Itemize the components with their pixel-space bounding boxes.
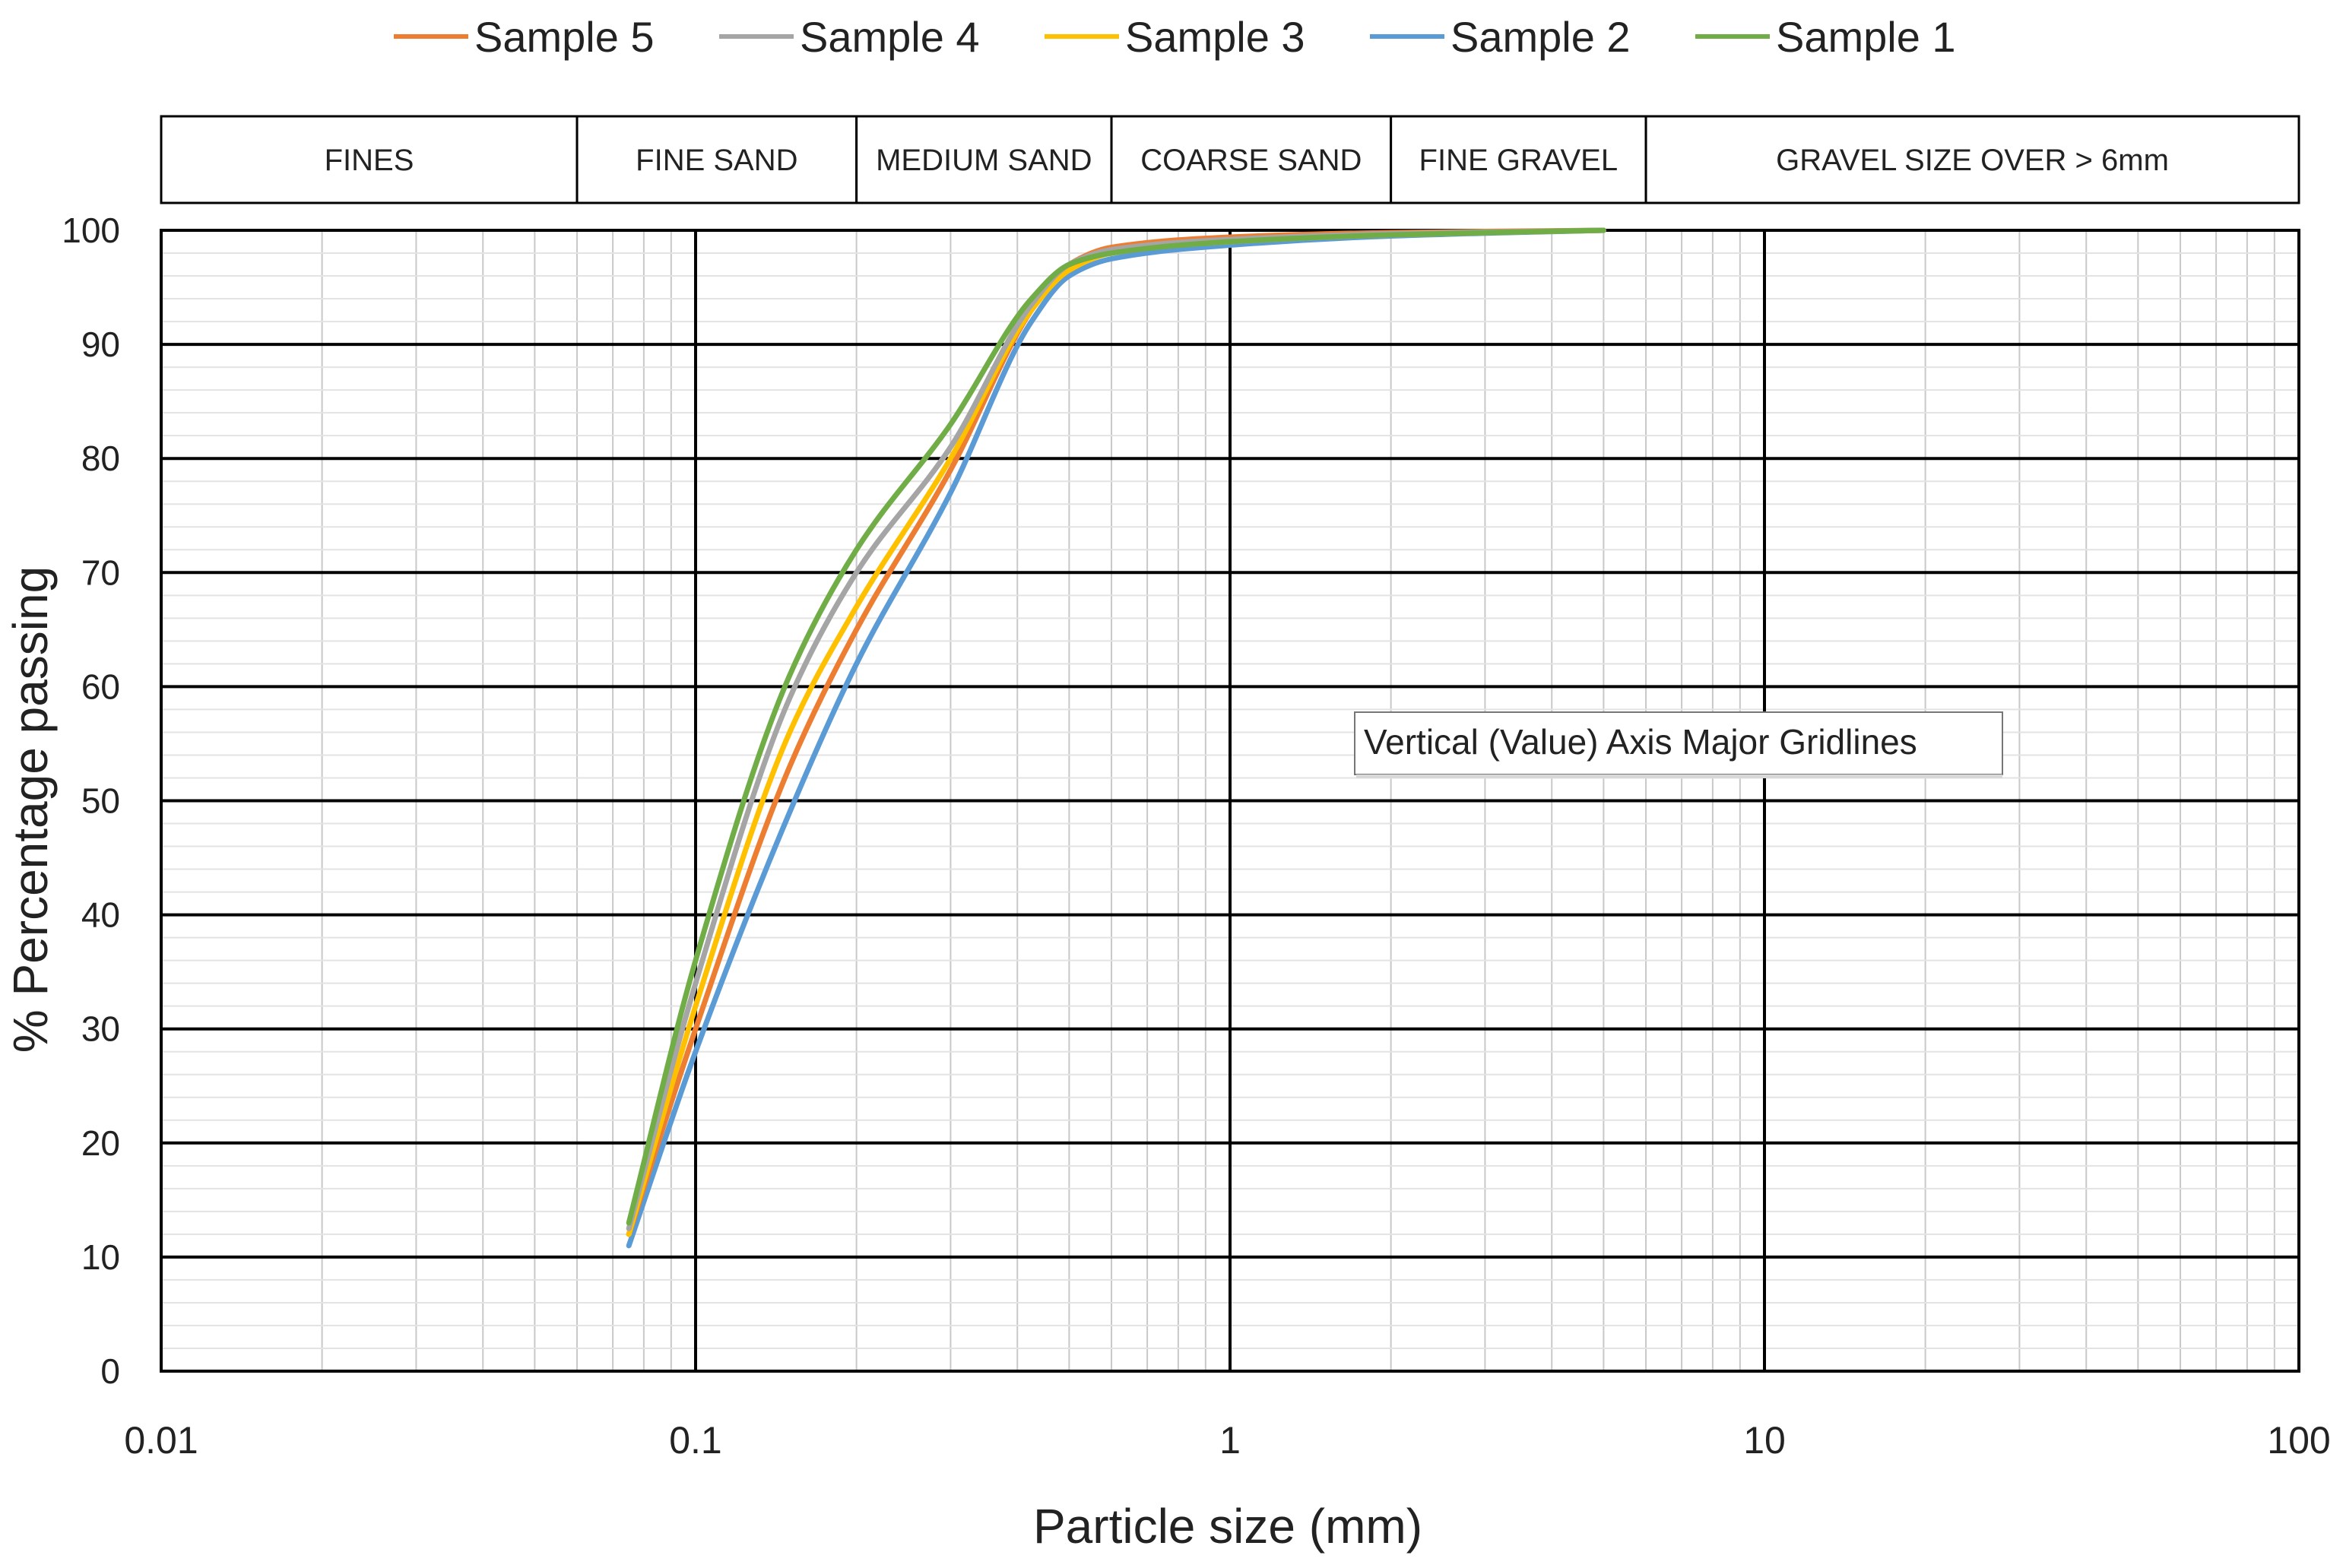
y-tick-label: 0 — [100, 1351, 120, 1391]
legend: Sample 5 Sample 4 Sample 3 Sample 2 Sample 1 — [394, 13, 1956, 61]
y-tick-label: 100 — [62, 211, 120, 250]
x-axis-label: Particle size (mm) — [1033, 1499, 1422, 1554]
y-tick-label: 20 — [81, 1123, 120, 1163]
y-tick-label: 90 — [81, 325, 120, 364]
tooltip-box — [1354, 711, 2003, 775]
legend-label: Sample 5 — [474, 13, 655, 61]
soil-zone-cell — [160, 115, 579, 204]
soil-zone-label: MEDIUM SAND — [876, 144, 1092, 177]
y-tick-label: 80 — [81, 439, 120, 478]
axis-ticks: 0 10 20 30 40 50 60 70 80 90 100 0.01 0.1 1 10 100 — [62, 211, 2330, 1462]
y-tick-label: 30 — [81, 1009, 120, 1049]
x-tick-label: 10 — [1743, 1419, 1786, 1462]
gridline-tooltip: Vertical (Value) Axis Major Gridlines — [1354, 711, 2003, 778]
soil-zone-label: FINE SAND — [636, 144, 797, 177]
legend-label: Sample 2 — [1451, 13, 1631, 61]
soil-zone-label: FINES — [325, 144, 414, 177]
legend-item: Sample 2 — [1370, 13, 1631, 61]
soil-zone-cell — [1644, 115, 2300, 204]
x-tick-label: 1 — [1219, 1419, 1241, 1462]
legend-label: Sample 4 — [800, 13, 980, 61]
y-axis-label: % Percentage passing — [3, 566, 58, 1053]
series-lines — [626, 227, 1606, 1249]
soil-zone-cell — [575, 115, 858, 204]
tooltip-text: Vertical (Value) Axis Major Gridlines — [1364, 722, 1917, 762]
legend-item: Sample 3 — [1045, 13, 1305, 61]
y-tick-label: 60 — [81, 667, 120, 706]
legend-item: Sample 4 — [719, 13, 980, 61]
x-tick-label: 0.1 — [669, 1419, 722, 1462]
legend-label: Sample 1 — [1776, 13, 1956, 61]
soil-zone-header: FINES FINE SAND MEDIUM SAND COARSE SAND FINE… — [160, 115, 2300, 204]
legend-label: Sample 3 — [1125, 13, 1305, 61]
gridlines — [160, 229, 2300, 1373]
y-tick-label: 40 — [81, 895, 120, 935]
legend-item: Sample 1 — [1695, 13, 1956, 61]
soil-zone-label: GRAVEL SIZE OVER > 6mm — [1776, 144, 2169, 177]
soil-zone-label: FINE GRAVEL — [1419, 144, 1619, 177]
soil-zone-cell — [1390, 115, 1647, 204]
x-tick-label: 100 — [2267, 1419, 2330, 1462]
soil-zone-label: COARSE SAND — [1140, 144, 1362, 177]
legend-item: Sample 5 — [394, 13, 655, 61]
y-tick-label: 10 — [81, 1237, 120, 1277]
series-line-sample-1 — [626, 227, 1606, 1226]
plot-area-border — [160, 229, 2300, 1373]
x-tick-label: 0.01 — [124, 1419, 198, 1462]
y-tick-label: 50 — [81, 781, 120, 821]
tooltip-shadow — [1356, 774, 2002, 778]
y-tick-label: 70 — [81, 553, 120, 592]
soil-zone-cell — [855, 115, 1113, 204]
